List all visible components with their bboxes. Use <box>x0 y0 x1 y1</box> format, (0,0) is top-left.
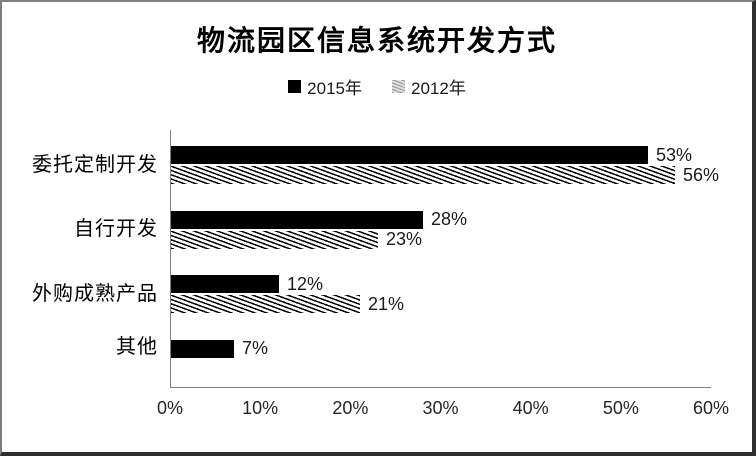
category-label-1: 自行开发 <box>74 218 158 240</box>
category-label-0: 委托定制开发 <box>32 154 158 176</box>
x-tick-label-0: 0% <box>156 398 184 418</box>
x-tick-label-5: 50% <box>602 398 639 418</box>
bar-row-2015-2: 12% <box>171 273 711 294</box>
x-tick-label-4: 40% <box>512 398 549 418</box>
bar-value-2015-3: 7% <box>242 338 269 358</box>
bar-row-2012-0: 56% <box>171 165 719 185</box>
bar-row-2012-1: 23% <box>171 229 711 249</box>
category-label-3: 其他 <box>116 336 158 358</box>
bar-group-1: 28% 23% <box>171 195 711 260</box>
bar-row-2015-0: 53% <box>171 144 711 165</box>
legend-label-2012: 2012年 <box>411 78 466 98</box>
bar-row-2015-1: 28% <box>171 209 711 229</box>
bar-2012-group-0 <box>171 166 675 184</box>
bar-value-2012-2: 21% <box>368 293 405 314</box>
bar-2015-group-3 <box>171 339 234 358</box>
bar-group-3: 7% <box>171 324 711 389</box>
bar-value-2015-2: 12% <box>287 273 324 294</box>
legend-swatch-2015-icon <box>288 79 302 93</box>
bar-value-2015-1: 28% <box>431 209 468 229</box>
bar-row-2015-3: 7% <box>171 338 711 358</box>
bar-2015-group-0 <box>171 146 648 164</box>
bar-value-2012-0: 56% <box>683 164 720 185</box>
bar-2015-group-2 <box>171 275 279 293</box>
plot-area: 委托定制开发 自行开发 外购成熟产品 其他 53% 56% 28% <box>32 130 719 389</box>
legend-item-2012: 2012年 <box>392 74 466 99</box>
bar-value-2015-0: 53% <box>656 144 693 165</box>
chart-title: 物流园区信息系统开发方式 <box>196 25 557 56</box>
bar-value-2012-1: 23% <box>386 229 423 249</box>
legend-swatch-2012-icon <box>392 79 405 93</box>
x-tick-label-2: 20% <box>332 398 369 418</box>
x-axis: 0% 10% 20% 30% 40% 50% 60% <box>157 394 729 424</box>
bar-group-0: 53% 56% <box>171 130 719 195</box>
legend-label-2015: 2015年 <box>307 78 362 98</box>
x-tick-label-3: 30% <box>422 398 459 418</box>
x-tick-label-6: 60% <box>692 398 730 418</box>
plot-area-wrapper: 委托定制开发 自行开发 外购成熟产品 其他 53% 56% 28% <box>32 130 729 424</box>
legend: 2015年 2012年 <box>2 74 752 99</box>
bar-group-2: 12% 21% <box>171 259 711 324</box>
legend-item-2015: 2015年 <box>288 74 362 99</box>
bar-2015-group-1 <box>171 210 423 229</box>
x-tick-label-1: 10% <box>242 398 279 418</box>
category-label-2: 外购成熟产品 <box>32 283 158 305</box>
bar-2012-group-2 <box>171 295 360 313</box>
bar-2012-group-1 <box>171 230 378 249</box>
bar-row-2012-2: 21% <box>171 293 711 314</box>
